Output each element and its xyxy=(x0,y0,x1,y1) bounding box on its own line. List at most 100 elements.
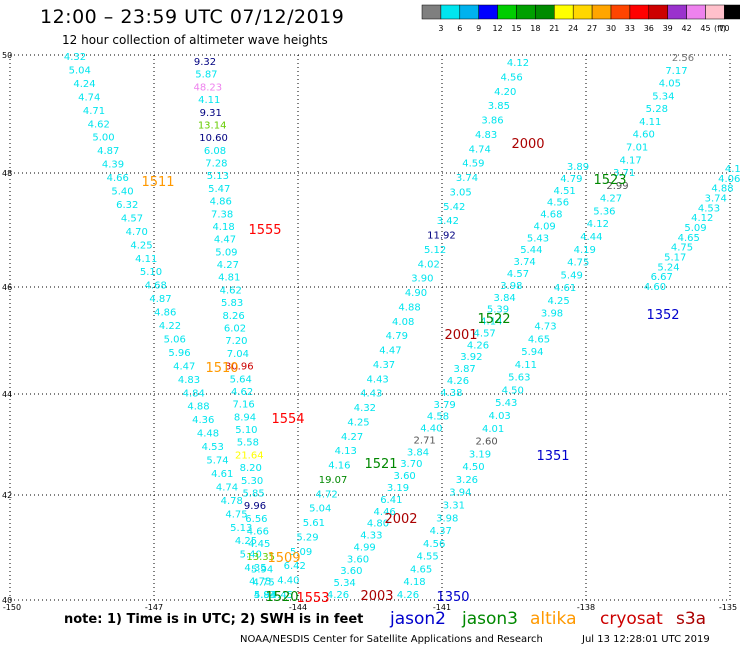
latitude-label: 46 xyxy=(2,283,12,292)
track-a-value: 4.93 xyxy=(254,590,276,601)
track-c-value: 5.61 xyxy=(303,518,325,529)
track-c-value: 4.16 xyxy=(328,461,350,472)
track-e-value: 7.17 xyxy=(665,66,687,77)
track-a-value: 4.71 xyxy=(83,106,105,117)
track-f-value: 4.60 xyxy=(644,282,666,293)
track-b-value: 7.16 xyxy=(232,400,254,411)
track-a-value: 4.78 xyxy=(221,496,243,507)
track-a-value: 4.24 xyxy=(73,79,95,90)
track-e-value: 5.36 xyxy=(593,206,615,217)
track-f-value: 5.24 xyxy=(657,262,679,273)
track-a-value: 4.73 xyxy=(249,577,271,588)
track-c-value: 4.12 xyxy=(507,58,529,69)
track-f-value: 4.10 xyxy=(725,164,740,175)
track-b-value: 4.18 xyxy=(212,222,234,233)
timestamp: Jul 13 12:28:01 UTC 2019 xyxy=(582,634,710,645)
track-c-value: 4.83 xyxy=(475,130,497,141)
track-f-value: 4.53 xyxy=(698,203,720,214)
wave-height-tracks: 4.32 5.04 4.24 4.74 4.71 4.62 5.00 4.87 4.39 4.66… xyxy=(64,52,740,601)
track-c-value: 3.05 xyxy=(449,187,471,198)
track-c-value: 4.08 xyxy=(392,317,414,328)
footnote: note: 1) Time is in UTC; 2) SWH is in fe… xyxy=(64,612,364,627)
track-a-value: 4.53 xyxy=(202,442,224,453)
track-a-value: 4.74 xyxy=(78,92,100,103)
track-e-value: 3.71 xyxy=(613,168,635,179)
track-c-value: 4.02 xyxy=(418,259,440,270)
track-a-value: 4.25 xyxy=(235,536,257,547)
track-d-value: 3.74 xyxy=(514,257,536,268)
track-d-value: 2.71 xyxy=(414,435,436,446)
pass-number-label: 2002 xyxy=(384,512,417,527)
legend-tick-label: 27 xyxy=(587,24,597,33)
track-b-value: 4.66 xyxy=(247,527,269,538)
track-b-value: 5.09 xyxy=(215,247,237,258)
track-a-value: 4.75 xyxy=(225,509,247,520)
track-b-value: 5.87 xyxy=(195,70,217,81)
latitude-label: 50 xyxy=(2,51,12,60)
track-b-value: 5.94 xyxy=(251,565,273,576)
track-b-value: 13.35 xyxy=(246,552,275,563)
pass-number-label: 1522 xyxy=(477,312,510,327)
track-d-value: 3.92 xyxy=(460,352,482,363)
track-a-value: 4.39 xyxy=(102,160,124,171)
track-a-value: 4.36 xyxy=(192,415,214,426)
track-d-value: 4.58 xyxy=(427,412,449,423)
track-b-value: 10.60 xyxy=(199,133,228,144)
track-d-value: 3.70 xyxy=(400,459,422,470)
latitude-label: 48 xyxy=(2,169,12,178)
track-e-value: 3.31 xyxy=(443,501,465,512)
legend-tick-label: 12 xyxy=(493,24,503,33)
track-b-value: 5.64 xyxy=(230,374,252,385)
track-b-value: 30.96 xyxy=(225,362,254,373)
track-e-value: 4.50 xyxy=(502,385,524,396)
pass-number-label: 1523 xyxy=(593,173,626,188)
track-c-value: 3.85 xyxy=(488,101,510,112)
pass-number-label: 1511 xyxy=(141,175,174,190)
track-d-value: 5.44 xyxy=(520,245,542,256)
track-b-value: 9.96 xyxy=(244,501,266,512)
track-d-value: 4.33 xyxy=(360,531,382,542)
track-c-value: 4.32 xyxy=(354,403,376,414)
track-e-value: 4.73 xyxy=(534,322,556,333)
track-b-value: 4.45 xyxy=(248,539,270,550)
track-a-value: 5.10 xyxy=(140,267,162,278)
track-c-value: 3.86 xyxy=(481,116,503,127)
pass-number-label: 1520 xyxy=(265,590,298,605)
track-b-value: 4.47 xyxy=(214,235,236,246)
track-a-value: 5.40 xyxy=(240,550,262,561)
track-d-value: 3.98 xyxy=(500,281,522,292)
track-c-value: 4.74 xyxy=(469,144,491,155)
track-a-value: 4.48 xyxy=(197,429,219,440)
track-e-value: 4.27 xyxy=(600,194,622,205)
track-f-value: 3.74 xyxy=(705,194,727,205)
track-d-value: 3.60 xyxy=(347,554,369,565)
track-b-value: 5.10 xyxy=(235,425,257,436)
map-grid xyxy=(9,54,731,601)
page-subtitle: 12 hour collection of altimeter wave hei… xyxy=(62,33,328,47)
track-c-value: 3.74 xyxy=(456,173,478,184)
track-c-value: 5.04 xyxy=(309,504,331,515)
track-b-value: 7.04 xyxy=(227,349,249,360)
track-d-value: 3.84 xyxy=(494,293,516,304)
track-e-value: 4.19 xyxy=(574,245,596,256)
track-b-value: 4.11 xyxy=(198,95,220,106)
track-c-value: 4.90 xyxy=(405,288,427,299)
track-e-value: 4.65 xyxy=(528,334,550,345)
track-a-value: 4.61 xyxy=(211,469,233,480)
longitude-label: -144 xyxy=(289,603,307,612)
legend-jason3: jason3 xyxy=(462,609,518,629)
track-a-value: 5.40 xyxy=(111,187,133,198)
longitude-label: -135 xyxy=(719,603,737,612)
track-e-value: 4.37 xyxy=(430,526,452,537)
track-c-value: 4.40 xyxy=(277,576,299,587)
track-b-value: 6.02 xyxy=(224,324,246,335)
legend-tick-label: 70 xyxy=(719,24,729,33)
legend-tick-label: 18 xyxy=(530,24,540,33)
track-b-value: 48.23 xyxy=(194,82,223,93)
track-c-value: 4.72 xyxy=(316,489,338,500)
pass-number-label: 1521 xyxy=(364,457,397,472)
track-c-value: 5.09 xyxy=(290,547,312,558)
track-a-value: 5.74 xyxy=(206,456,228,467)
track-a-value: 4.62 xyxy=(88,119,110,130)
page-title: 12:00 – 23:59 UTC 07/12/2019 xyxy=(40,6,345,28)
